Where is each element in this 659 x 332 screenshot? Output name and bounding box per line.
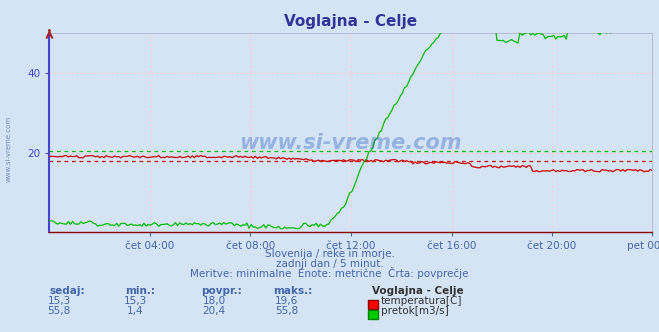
Text: zadnji dan / 5 minut.: zadnji dan / 5 minut. xyxy=(275,259,384,269)
Text: Slovenija / reke in morje.: Slovenija / reke in morje. xyxy=(264,249,395,259)
Text: sedaj:: sedaj: xyxy=(49,286,85,296)
Title: Voglajna - Celje: Voglajna - Celje xyxy=(284,14,418,29)
Text: www.si-vreme.com: www.si-vreme.com xyxy=(240,133,462,153)
Text: 20,4: 20,4 xyxy=(202,306,226,316)
Text: 55,8: 55,8 xyxy=(275,306,299,316)
Text: 1,4: 1,4 xyxy=(127,306,144,316)
Text: temperatura[C]: temperatura[C] xyxy=(381,296,463,306)
Text: www.si-vreme.com: www.si-vreme.com xyxy=(5,116,11,183)
Text: 18,0: 18,0 xyxy=(202,296,226,306)
Text: 19,6: 19,6 xyxy=(275,296,299,306)
Text: min.:: min.: xyxy=(125,286,156,296)
Text: povpr.:: povpr.: xyxy=(201,286,242,296)
Text: maks.:: maks.: xyxy=(273,286,313,296)
Text: 55,8: 55,8 xyxy=(47,306,71,316)
Text: 15,3: 15,3 xyxy=(47,296,71,306)
Text: 15,3: 15,3 xyxy=(123,296,147,306)
Text: Meritve: minimalne  Enote: metrične  Črta: povprečje: Meritve: minimalne Enote: metrične Črta:… xyxy=(190,267,469,279)
Text: Voglajna - Celje: Voglajna - Celje xyxy=(372,286,464,296)
Text: pretok[m3/s]: pretok[m3/s] xyxy=(381,306,449,316)
